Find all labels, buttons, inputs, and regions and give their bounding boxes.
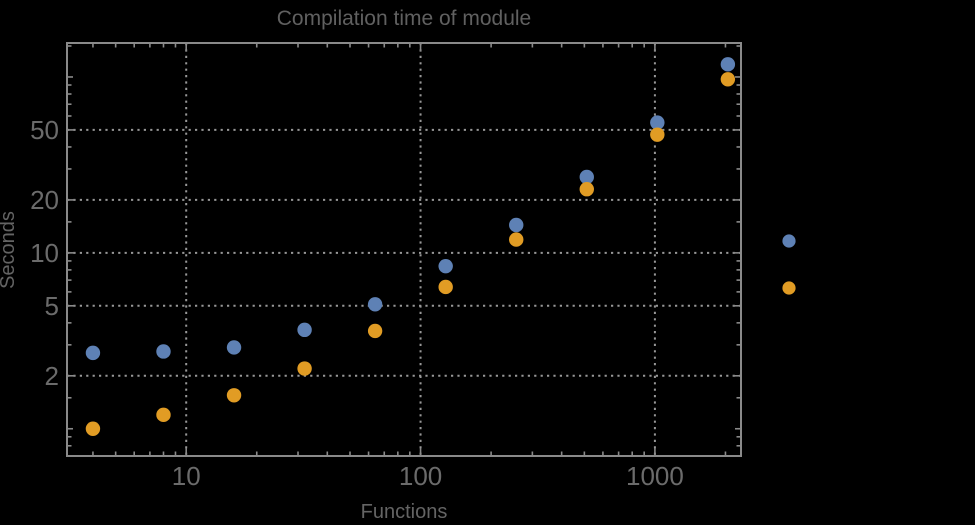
data-point [509,232,524,247]
gridlines [67,43,741,456]
data-point [297,361,312,376]
data-point [509,217,524,233]
tick-labels: 10 100 1000 2 5 10 20 50 [30,115,684,491]
data-point [156,407,171,423]
data-point [579,182,594,197]
data-point [85,345,101,361]
y-axis-label: Seconds [0,211,19,289]
x-axis-label: Functions [361,501,448,523]
svg-text:10: 10 [30,238,59,268]
data-point [367,297,383,312]
data-point [226,388,242,403]
legend-marker-series-1 [782,234,796,248]
svg-text:10: 10 [172,461,201,491]
data-point [297,322,312,338]
data-point [650,115,665,130]
data-point [579,169,594,185]
svg-text:100: 100 [399,461,442,491]
data-point [85,421,101,436]
data-points [85,57,736,436]
legend-marker-series-2 [782,281,796,295]
data-point [650,127,665,142]
svg-text:20: 20 [30,185,59,215]
svg-text:50: 50 [30,115,59,145]
data-point [367,323,383,339]
data-point [156,344,171,359]
data-point [438,279,453,295]
series-1-points [85,57,736,361]
plot-title: Compilation time of module [277,7,531,30]
data-point [226,340,242,355]
data-point [438,258,453,274]
legend [782,234,796,295]
plot-frame [66,42,742,457]
svg-text:1000: 1000 [626,461,684,491]
data-point [720,72,736,87]
series-2-points [85,72,736,436]
axis-ticks [67,43,741,456]
svg-text:5: 5 [45,291,59,321]
svg-text:2: 2 [45,361,59,391]
data-point [720,57,736,72]
